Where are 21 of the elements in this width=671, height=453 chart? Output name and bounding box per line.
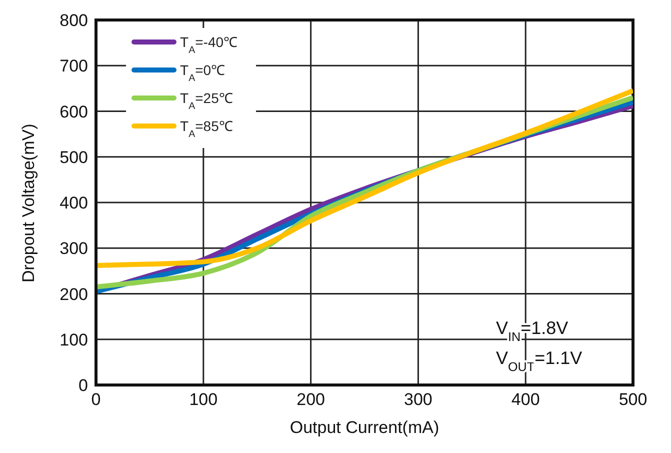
y-axis-title: Dropout Voltage(mV) (19, 124, 38, 282)
y-tick-label: 600 (60, 102, 88, 122)
x-tick-label: 100 (189, 390, 218, 410)
y-tick-label: 300 (60, 239, 88, 258)
x-axis-title: Output Current(mA) (290, 418, 440, 437)
y-tick-label: 200 (60, 284, 88, 304)
x-tick-label: 0 (91, 390, 101, 410)
legend-label: T$_{A}$=25℃ (180, 90, 233, 112)
y-tick-label: 100 (60, 330, 88, 350)
x-tick-label: 500 (618, 390, 648, 410)
legend-label: T$_{A}$=85℃ (180, 118, 233, 140)
y-tick-label: 800 (60, 11, 88, 30)
y-tick-label: 500 (60, 148, 88, 167)
y-tick-label: 400 (60, 194, 88, 213)
x-tick-label: 300 (404, 390, 432, 410)
y-tick-label: 0 (78, 376, 88, 396)
x-tick-label: 400 (511, 390, 540, 410)
y-tick-label: 700 (60, 56, 88, 76)
legend-label: T$_{A}$=0℃ (180, 62, 226, 84)
legend-label: T$_{A}$=-40℃ (180, 34, 238, 56)
x-tick-label: 200 (296, 390, 325, 410)
